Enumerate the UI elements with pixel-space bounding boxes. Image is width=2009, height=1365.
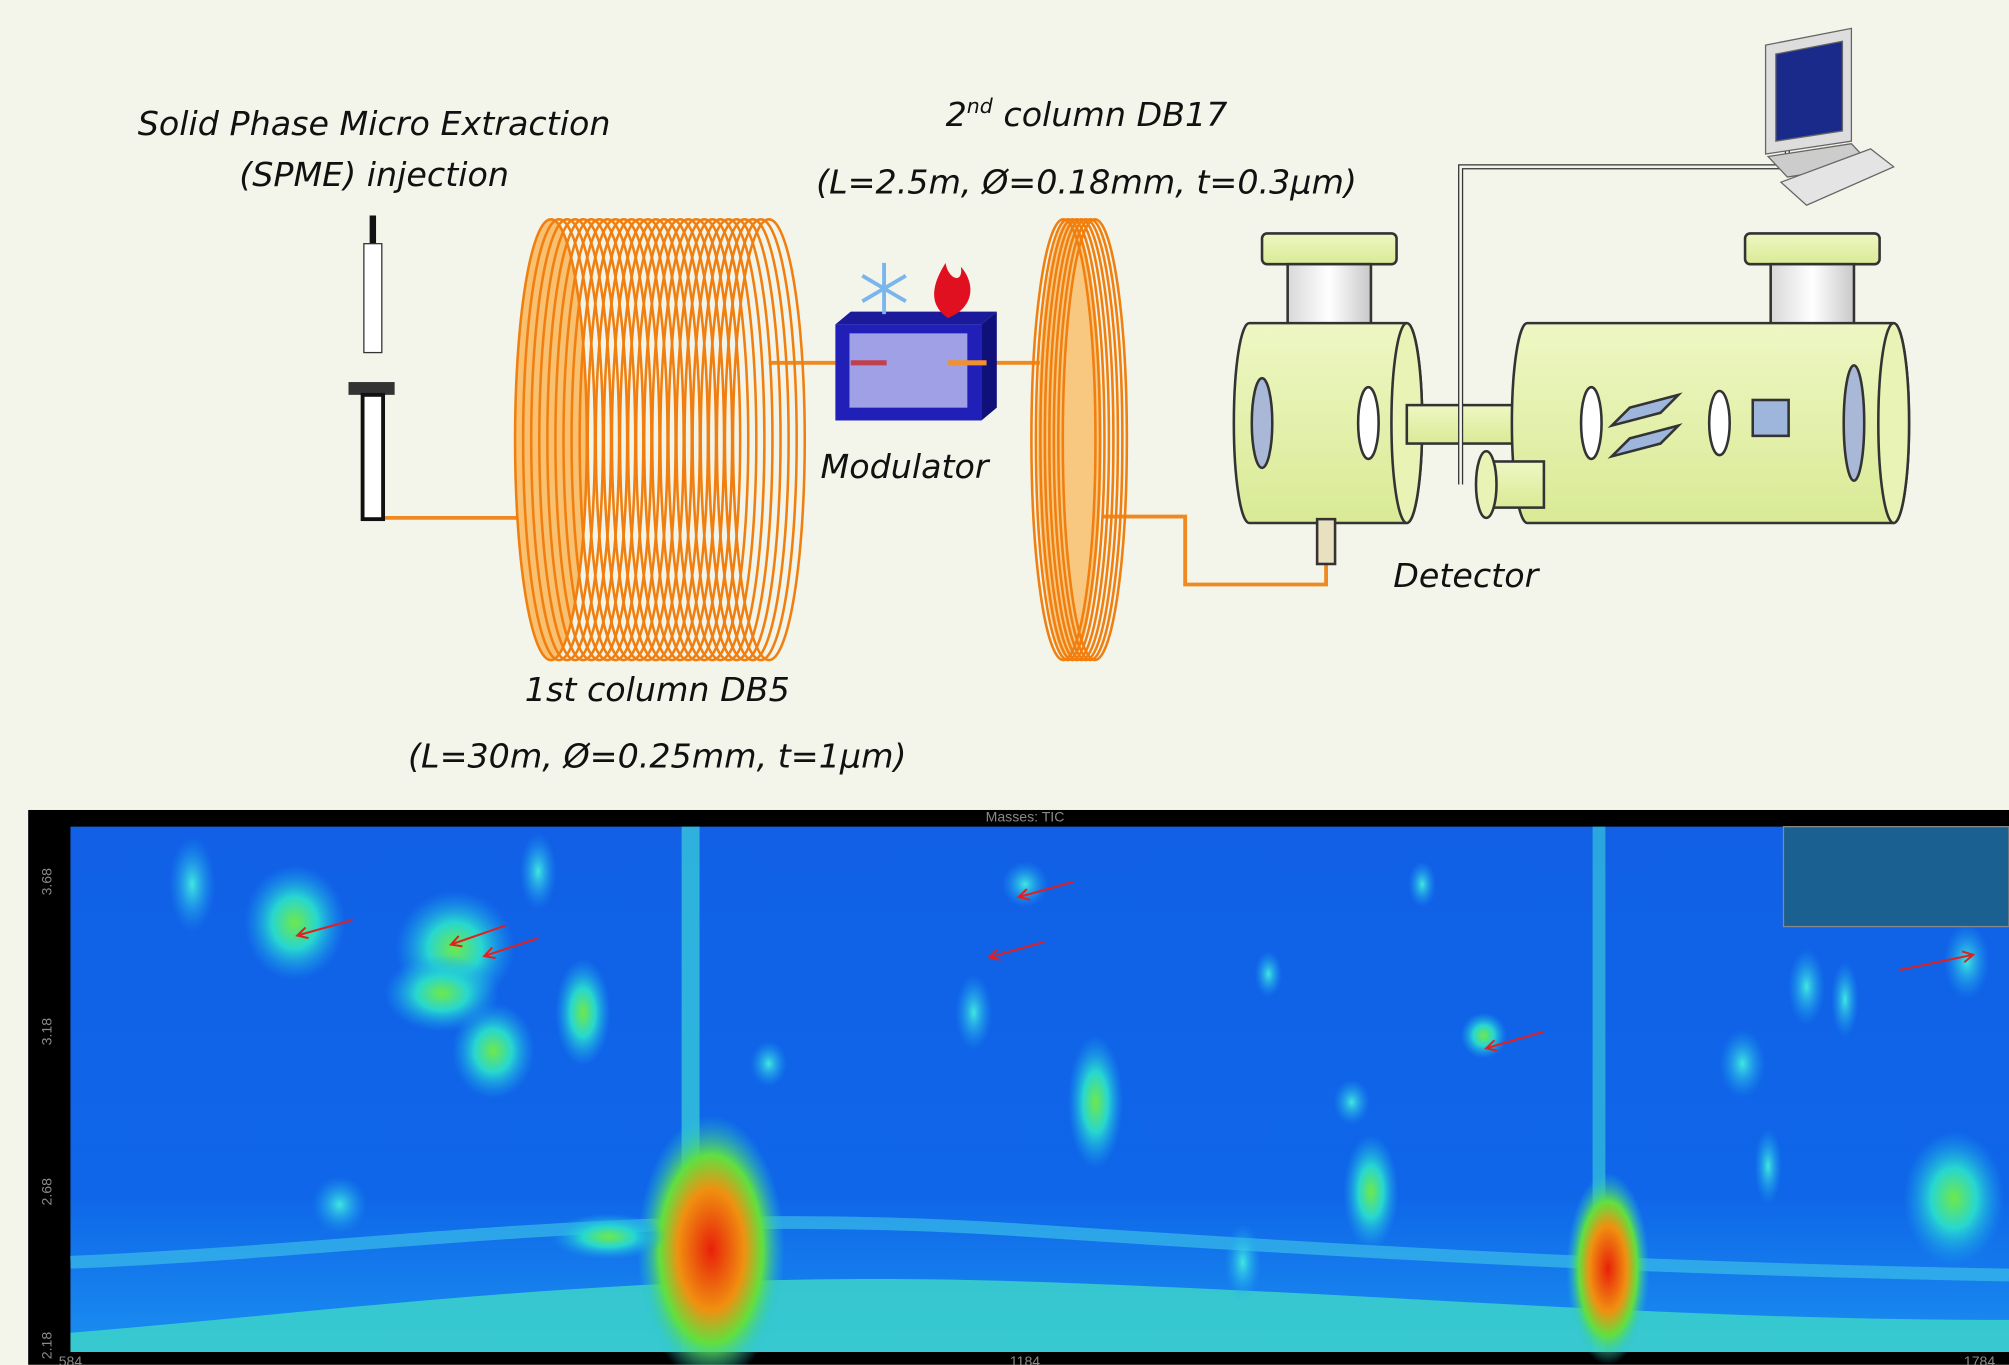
lens [1358, 387, 1379, 459]
second-column-coil [1031, 219, 1126, 660]
pump-end [1476, 451, 1497, 518]
box-window [849, 333, 967, 407]
y-tick-label: 2.18 [38, 1332, 54, 1360]
x-tick-label: 1184 [1010, 1353, 1040, 1365]
peak [1224, 1224, 1261, 1301]
y-tick-label: 3.18 [38, 1018, 54, 1046]
peak [1903, 1131, 2004, 1266]
peak [750, 1041, 787, 1087]
box-top [835, 312, 996, 325]
plates [1252, 378, 1273, 468]
chamber-end [1878, 323, 1909, 523]
detector-label: Detector [1393, 556, 1540, 595]
peak [551, 1214, 666, 1260]
peak [1719, 1029, 1765, 1098]
peak [1333, 1079, 1370, 1125]
port [1288, 264, 1371, 326]
peak [1255, 951, 1283, 997]
diagram: Solid Phase Micro Extraction (SPME) inje… [0, 0, 2009, 1365]
peak [1788, 948, 1825, 1025]
peak [1566, 1173, 1649, 1365]
peak [1068, 1035, 1123, 1170]
coil-face [1038, 219, 1102, 660]
column-name: column DB17 [993, 95, 1228, 134]
peak [955, 974, 992, 1051]
lens [1709, 391, 1730, 455]
peak [1754, 1128, 1782, 1205]
peak [312, 1176, 367, 1234]
screen [1776, 41, 1843, 141]
port [1771, 264, 1854, 326]
heatmap-title: Masses: TIC [986, 809, 1065, 825]
flange [1745, 233, 1880, 264]
second-column-specs: (L=2.5m, Ø=0.18mm, t=0.3µm) [816, 163, 1357, 202]
peak [1461, 1012, 1507, 1058]
x-tick-label: 584 [59, 1353, 83, 1365]
peak [1343, 1134, 1398, 1249]
ordinal: 2 [946, 95, 967, 134]
heatmap: Masses: TIC 3.68 3.18 2.68 2.18 584 1184 1784 [28, 809, 2009, 1365]
injection-label: Solid Phase Micro Extraction [138, 104, 611, 143]
modulator-label: Modulator [820, 447, 990, 486]
detector-block [1753, 400, 1789, 436]
flange [1262, 233, 1397, 264]
x-tick-label: 1784 [1964, 1353, 1995, 1365]
needle [363, 395, 384, 519]
injection-label: (SPME) injection [239, 155, 509, 194]
first-column-label: 1st column DB5 [525, 670, 790, 709]
peak [244, 865, 345, 980]
y-tick-label: 3.68 [38, 868, 54, 896]
peak [169, 836, 215, 932]
page: {"labels": { "injection": ["Solid Phase … [0, 0, 2009, 1365]
peak [1408, 861, 1436, 907]
peak [520, 833, 557, 910]
superscript: nd [967, 94, 994, 118]
y-tick-label: 2.68 [38, 1178, 54, 1206]
peak [1831, 961, 1859, 1038]
peak [452, 1003, 535, 1099]
plates [1844, 365, 1865, 480]
box-side [981, 312, 996, 421]
first-column-specs: (L=30m, Ø=0.25mm, t=1µm) [408, 737, 906, 776]
lens [1581, 387, 1602, 459]
peak [1002, 861, 1048, 907]
inlet [1317, 519, 1335, 564]
barrel [364, 244, 382, 353]
peak [555, 959, 610, 1067]
inset [1784, 827, 2009, 927]
